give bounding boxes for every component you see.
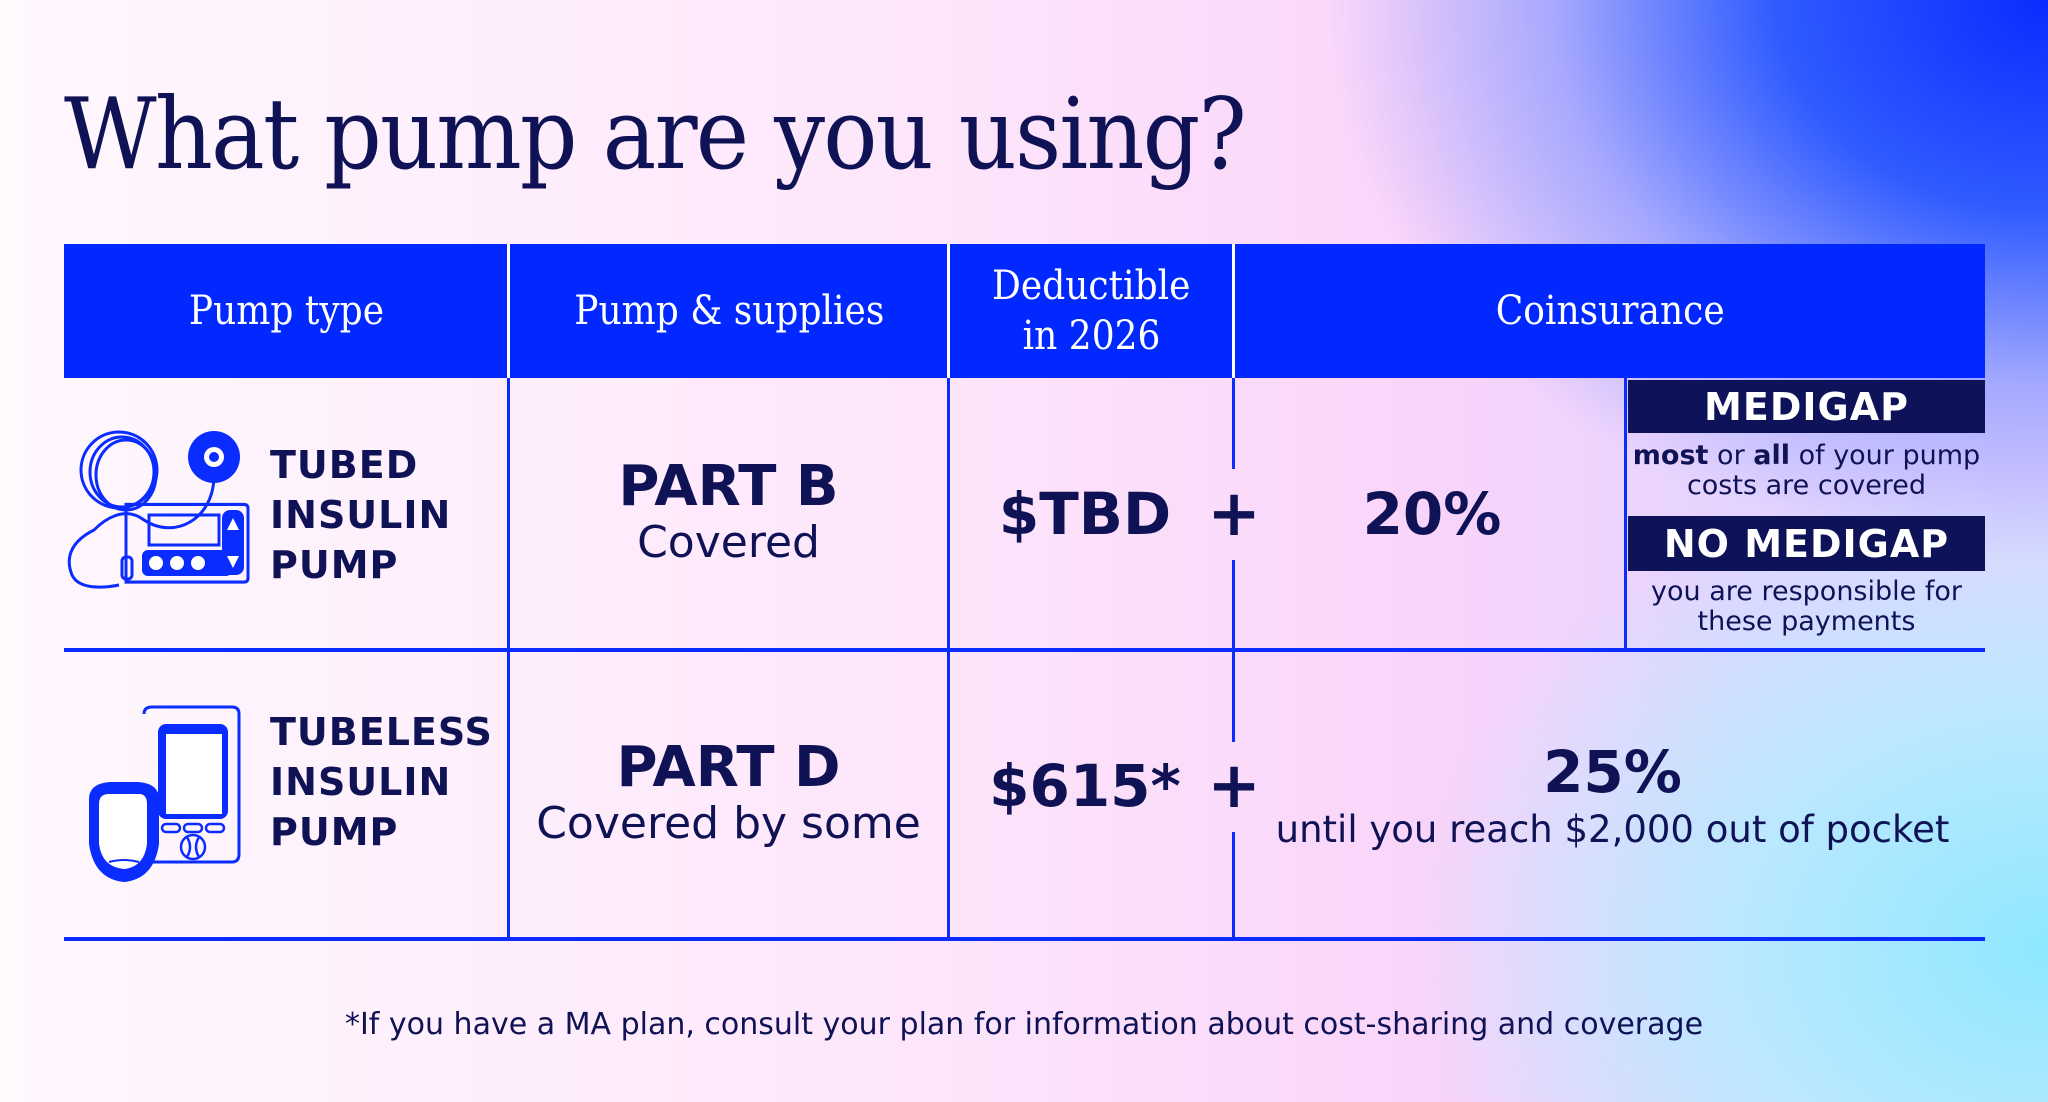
coinsurance-percent: 20%	[1362, 480, 1502, 548]
header-pump-type: Pump type	[188, 288, 384, 334]
header-deductible: Deductible in 2026	[992, 263, 1191, 359]
header-divider	[947, 244, 950, 378]
column-divider	[1232, 832, 1235, 940]
pump-type-label: TUBELESS INSULIN PUMP	[270, 710, 493, 854]
no-medigap-description: you are responsible for these payments	[1651, 576, 1962, 637]
column-divider	[947, 378, 950, 940]
coverage-part: PART D	[616, 734, 841, 800]
row-divider	[64, 648, 1985, 652]
deductible-amount: $615*	[989, 752, 1181, 820]
medigap-description: most or all of your pump costs are cover…	[1632, 440, 1981, 501]
tubeless-insulin-pump-icon	[89, 705, 241, 882]
coinsurance-percent: 25%	[1543, 738, 1682, 806]
coverage-note: Covered by some	[536, 797, 921, 849]
header-divider	[507, 244, 510, 378]
deductible-cell: $TBD	[950, 380, 1220, 648]
plus-icon: +	[1207, 477, 1261, 551]
column-divider	[507, 378, 510, 940]
coverage-cell: PART D Covered by some	[510, 652, 947, 937]
coinsurance-cell: 25% until you reach $2,000 out of pocket	[1240, 652, 1985, 937]
medigap-divider	[1624, 378, 1627, 650]
no-medigap-badge: NO MEDIGAP	[1628, 516, 1985, 571]
deductible-amount: $TBD	[998, 480, 1172, 548]
medigap-badge: MEDIGAP	[1628, 380, 1985, 433]
header-pump-supplies: Pump & supplies	[573, 288, 885, 334]
coverage-note: Covered	[637, 517, 820, 568]
footnote: *If you have a MA plan, consult your pla…	[344, 1007, 1704, 1042]
table-bottom-line	[64, 937, 1985, 941]
column-divider	[1232, 378, 1235, 469]
plus-icon: +	[1207, 749, 1261, 823]
coinsurance-cell: 20%	[1240, 380, 1624, 648]
coverage-part: PART B	[618, 454, 839, 519]
tubed-insulin-pump-icon	[67, 430, 250, 589]
deductible-cell: $615*	[950, 652, 1220, 920]
pump-type-label: TUBED INSULIN PUMP	[270, 443, 452, 587]
table-header: Pump type Pump & supplies Deductible in …	[64, 244, 1985, 378]
coverage-cell: PART B Covered	[510, 380, 947, 648]
coinsurance-note: until you reach $2,000 out of pocket	[1275, 808, 1950, 851]
header-coinsurance: Coinsurance	[1495, 288, 1725, 334]
header-divider	[1232, 244, 1235, 378]
page-title: What pump are you using?	[64, 78, 1247, 192]
